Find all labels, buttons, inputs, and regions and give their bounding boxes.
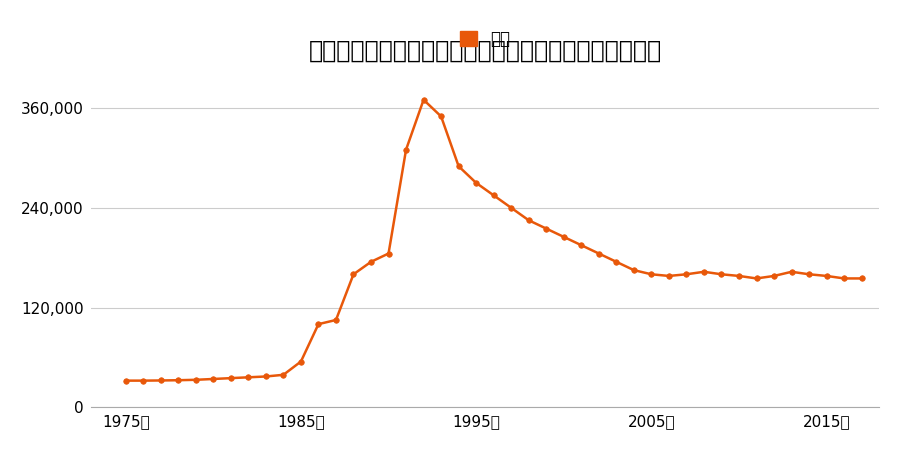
Title: 埼玉県川口市大字安行北谷字市場６１２番４の地価推移: 埼玉県川口市大字安行北谷字市場６１２番４の地価推移 xyxy=(309,39,662,63)
Legend: 価格: 価格 xyxy=(454,23,517,55)
